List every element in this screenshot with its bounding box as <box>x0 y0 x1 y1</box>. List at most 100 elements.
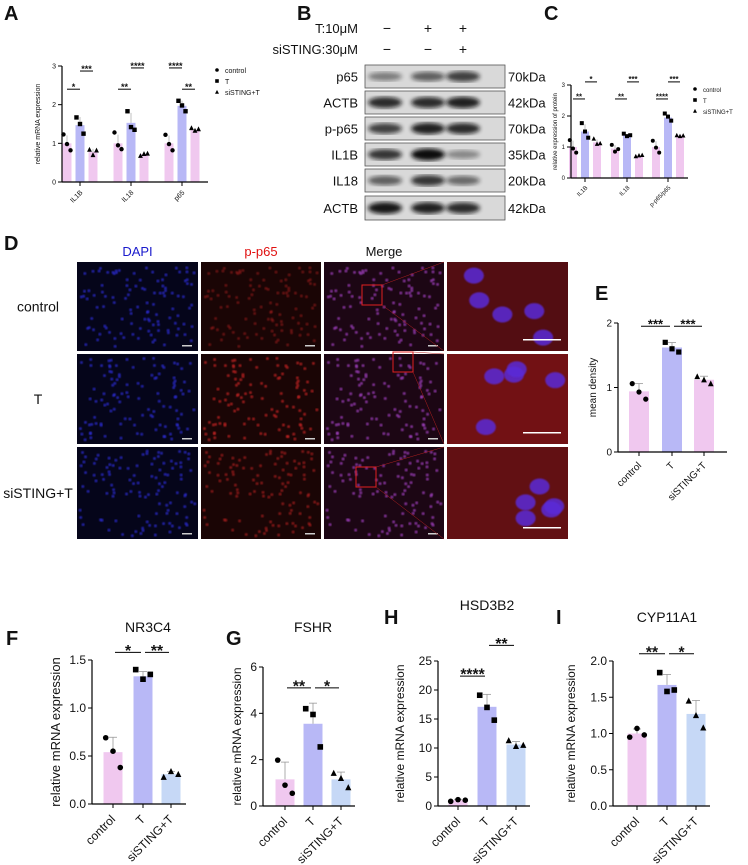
cell-nucleus <box>131 332 135 336</box>
column-header: p-p65 <box>244 244 277 259</box>
cell-nucleus <box>280 489 284 493</box>
cell-nucleus <box>140 384 144 388</box>
cell-nucleus <box>404 468 408 472</box>
zoom-region-box <box>392 351 414 373</box>
cell-nucleus <box>130 534 134 538</box>
cell-nucleus <box>107 528 111 532</box>
cell-nucleus <box>111 494 115 498</box>
cell-nucleus <box>375 490 379 494</box>
cell-nucleus <box>408 404 412 408</box>
data-point <box>119 146 124 152</box>
cell-nucleus <box>92 328 96 332</box>
bar <box>62 143 72 182</box>
data-point <box>87 146 92 152</box>
bar <box>139 154 149 182</box>
cell-nucleus <box>213 358 217 362</box>
cell-nucleus <box>157 502 161 506</box>
data-point <box>621 131 626 136</box>
data-point <box>289 790 296 797</box>
data-point <box>669 346 675 352</box>
cell-nucleus <box>417 524 421 528</box>
cell-nucleus <box>174 266 178 270</box>
cell-nucleus <box>277 428 281 432</box>
cell-nucleus <box>435 469 439 473</box>
protein-label: ACTB <box>323 201 358 216</box>
cell-nucleus <box>409 343 413 347</box>
cell-nucleus <box>155 313 159 317</box>
cell-nucleus <box>137 514 141 518</box>
cell-nucleus <box>404 482 408 486</box>
cell-nucleus <box>215 269 219 273</box>
cell-nucleus <box>250 466 254 470</box>
cell-nucleus <box>384 490 388 494</box>
zoom-guide-line <box>381 304 445 352</box>
cell-nucleus <box>414 521 418 525</box>
cell-nucleus <box>162 434 166 438</box>
cell-nucleus <box>81 451 85 455</box>
cell-nucleus <box>379 271 383 275</box>
cell-nucleus <box>401 492 405 496</box>
y-tick-label: 4 <box>250 707 257 721</box>
cell-nucleus <box>190 303 194 307</box>
cell-nucleus <box>433 457 437 461</box>
cell-nucleus <box>114 269 118 273</box>
zoom-region-box <box>355 466 377 488</box>
cell-nucleus <box>297 462 301 466</box>
cell-nucleus <box>90 317 94 321</box>
cell-nucleus <box>262 278 266 282</box>
cell-nucleus <box>375 308 379 312</box>
cell-nucleus <box>338 269 342 273</box>
panel-letter: F <box>6 628 18 650</box>
cell-nucleus <box>335 431 339 435</box>
data-point <box>685 697 692 704</box>
cell-nucleus <box>545 372 566 389</box>
cell-nucleus <box>413 331 417 335</box>
cell-nucleus <box>224 473 228 477</box>
cell-nucleus <box>423 426 427 430</box>
cell-nucleus <box>162 343 166 347</box>
bar <box>331 779 351 806</box>
cell-nucleus <box>274 415 278 419</box>
cell-nucleus <box>401 512 405 516</box>
cell-nucleus <box>88 397 92 401</box>
cell-nucleus <box>400 476 404 480</box>
cell-nucleus <box>403 455 407 459</box>
cell-nucleus <box>132 271 136 275</box>
cell-nucleus <box>251 478 255 482</box>
cell-nucleus <box>192 271 196 275</box>
cell-nucleus <box>249 383 253 387</box>
cell-nucleus <box>374 417 378 421</box>
significance-label: *** <box>669 75 679 84</box>
data-point <box>163 132 168 138</box>
cell-nucleus <box>370 296 374 300</box>
cell-nucleus <box>145 452 149 456</box>
cell-nucleus <box>383 336 387 340</box>
cell-nucleus <box>310 389 314 393</box>
cell-nucleus <box>348 477 352 481</box>
cell-nucleus <box>243 436 247 440</box>
cell-nucleus <box>412 473 416 477</box>
cell-nucleus <box>107 359 111 363</box>
protein-band <box>368 149 402 160</box>
data-point <box>117 764 124 771</box>
cell-nucleus <box>414 530 418 534</box>
cell-nucleus <box>166 331 170 335</box>
cell-nucleus <box>270 493 274 497</box>
cell-nucleus <box>252 490 256 494</box>
cell-nucleus <box>82 289 86 293</box>
cell-nucleus <box>358 488 362 492</box>
cell-nucleus <box>385 532 389 536</box>
cell-nucleus <box>120 392 124 396</box>
cell-nucleus <box>275 410 279 414</box>
significance-label: * <box>678 644 685 661</box>
cell-nucleus <box>330 271 334 275</box>
cell-nucleus <box>274 270 278 274</box>
cell-nucleus <box>267 495 271 499</box>
cell-nucleus <box>157 329 161 333</box>
cell-nucleus <box>179 477 183 481</box>
cell-nucleus <box>212 431 216 435</box>
cell-nucleus <box>269 449 273 453</box>
cell-nucleus <box>260 336 264 340</box>
bar <box>593 142 601 178</box>
